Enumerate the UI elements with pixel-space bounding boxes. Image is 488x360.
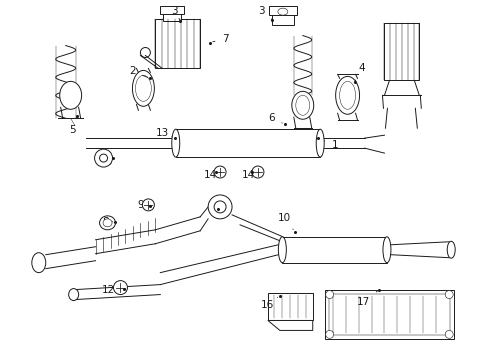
Circle shape — [142, 199, 154, 211]
Text: 11: 11 — [209, 202, 222, 212]
Polygon shape — [267, 320, 312, 330]
Ellipse shape — [295, 95, 309, 115]
Ellipse shape — [291, 91, 313, 119]
Bar — [163, 11, 181, 21]
Circle shape — [444, 330, 452, 338]
Text: 1: 1 — [320, 139, 337, 150]
Text: 2: 2 — [129, 67, 147, 77]
Ellipse shape — [135, 75, 151, 101]
Bar — [155, 19, 200, 68]
Bar — [324, 289, 453, 339]
Text: 12: 12 — [102, 284, 124, 294]
Text: 8: 8 — [102, 217, 113, 227]
Text: 3: 3 — [171, 6, 180, 21]
Bar — [384, 23, 419, 80]
Bar — [268, 6, 296, 15]
Ellipse shape — [171, 129, 180, 157]
Ellipse shape — [100, 216, 115, 230]
Ellipse shape — [382, 237, 390, 263]
Ellipse shape — [132, 71, 154, 106]
Ellipse shape — [32, 253, 46, 273]
Circle shape — [140, 48, 150, 58]
Circle shape — [214, 166, 225, 178]
Ellipse shape — [103, 219, 112, 227]
Ellipse shape — [447, 241, 454, 258]
Text: 13: 13 — [155, 128, 172, 138]
Text: 4: 4 — [354, 63, 364, 82]
Circle shape — [214, 201, 225, 213]
Text: 3: 3 — [258, 6, 271, 20]
Text: 9: 9 — [137, 200, 147, 210]
Bar — [267, 293, 312, 320]
Text: 15: 15 — [100, 157, 113, 167]
Ellipse shape — [335, 76, 359, 114]
Circle shape — [94, 149, 112, 167]
Circle shape — [325, 330, 333, 338]
Text: 10: 10 — [278, 213, 293, 230]
Circle shape — [251, 166, 264, 178]
Bar — [175, 129, 320, 157]
Ellipse shape — [339, 81, 355, 109]
Text: 14: 14 — [203, 170, 216, 180]
Circle shape — [100, 154, 107, 162]
Text: 17: 17 — [356, 291, 376, 306]
Bar — [328, 293, 449, 336]
Text: 16: 16 — [261, 297, 277, 310]
Bar — [282, 237, 386, 263]
Ellipse shape — [60, 81, 81, 109]
Circle shape — [208, 195, 232, 219]
Circle shape — [444, 291, 452, 298]
Text: 6: 6 — [268, 113, 282, 123]
Ellipse shape — [68, 289, 79, 301]
Bar — [271, 13, 293, 24]
Text: 5: 5 — [69, 116, 77, 135]
Circle shape — [325, 291, 333, 298]
Ellipse shape — [278, 237, 286, 263]
Text: 7: 7 — [212, 33, 228, 44]
Circle shape — [113, 280, 127, 294]
Ellipse shape — [316, 129, 324, 157]
Text: 14: 14 — [241, 170, 254, 180]
Ellipse shape — [277, 8, 287, 15]
Bar — [160, 6, 184, 14]
